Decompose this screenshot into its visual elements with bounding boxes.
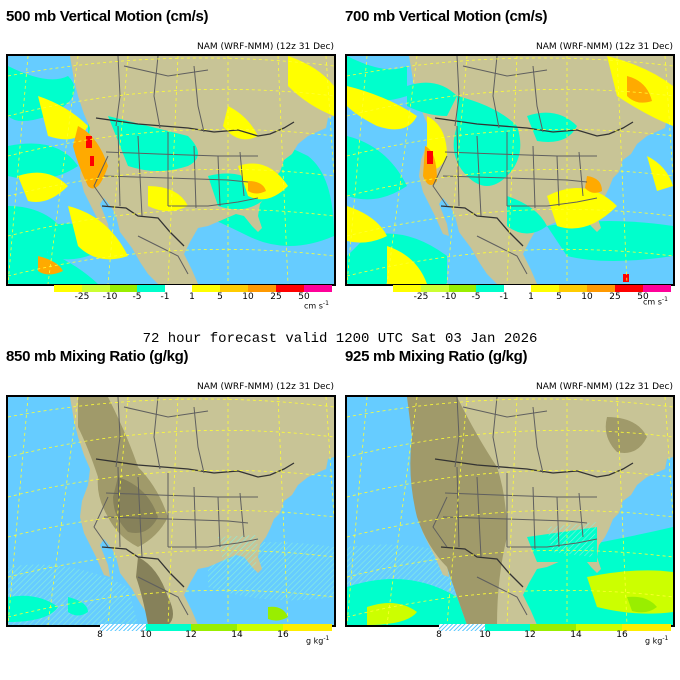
map-500mb-vertical-motion — [6, 54, 336, 286]
colorbar-ticks-850mb: 8 10 12 14 16 — [97, 630, 289, 640]
colorbar-units-850mb: g kg-1 — [306, 635, 330, 646]
map-925mb-mixing-ratio — [345, 395, 675, 627]
panel-title-850mb-mr: 850 mb Mixing Ratio (g/kg) — [6, 348, 189, 365]
colorbar-units-700mb: cm s-1 — [643, 296, 668, 307]
colorbar-850mb — [100, 624, 332, 631]
panel-title-700mb-vv: 700 mb Vertical Motion (cm/s) — [345, 8, 548, 25]
model-label: NAM (WRF-NMM) (12z 31 Dec) — [196, 42, 334, 52]
colorbar-units-925mb: g kg-1 — [645, 635, 669, 646]
panel-title-500mb-vv: 500 mb Vertical Motion (cm/s) — [6, 8, 209, 25]
model-label: NAM (WRF-NMM) (12z 31 Dec) — [196, 382, 334, 392]
model-label: NAM (WRF-NMM) (12z 31 Dec) — [535, 42, 673, 52]
colorbar-925mb — [439, 624, 671, 631]
map-700mb-vertical-motion — [345, 54, 675, 286]
colorbar-ticks-700mb: -25 -10 -5 -1 1 5 10 25 50 — [413, 292, 649, 302]
panel-title-925mb-mr: 925 mb Mixing Ratio (g/kg) — [345, 348, 528, 365]
colorbar-ticks-925mb: 8 10 12 14 16 — [436, 630, 628, 640]
map-850mb-mixing-ratio — [6, 395, 336, 627]
colorbar-units-500mb: cm s-1 — [304, 300, 329, 311]
model-label: NAM (WRF-NMM) (12z 31 Dec) — [535, 382, 673, 392]
colorbar-500mb — [54, 285, 332, 292]
colorbar-700mb — [393, 285, 671, 292]
colorbar-ticks-500mb: -25 -10 -5 -1 1 5 10 25 50 — [74, 292, 310, 302]
forecast-valid-time: 72 hour forecast valid 1200 UTC Sat 03 J… — [142, 331, 538, 347]
